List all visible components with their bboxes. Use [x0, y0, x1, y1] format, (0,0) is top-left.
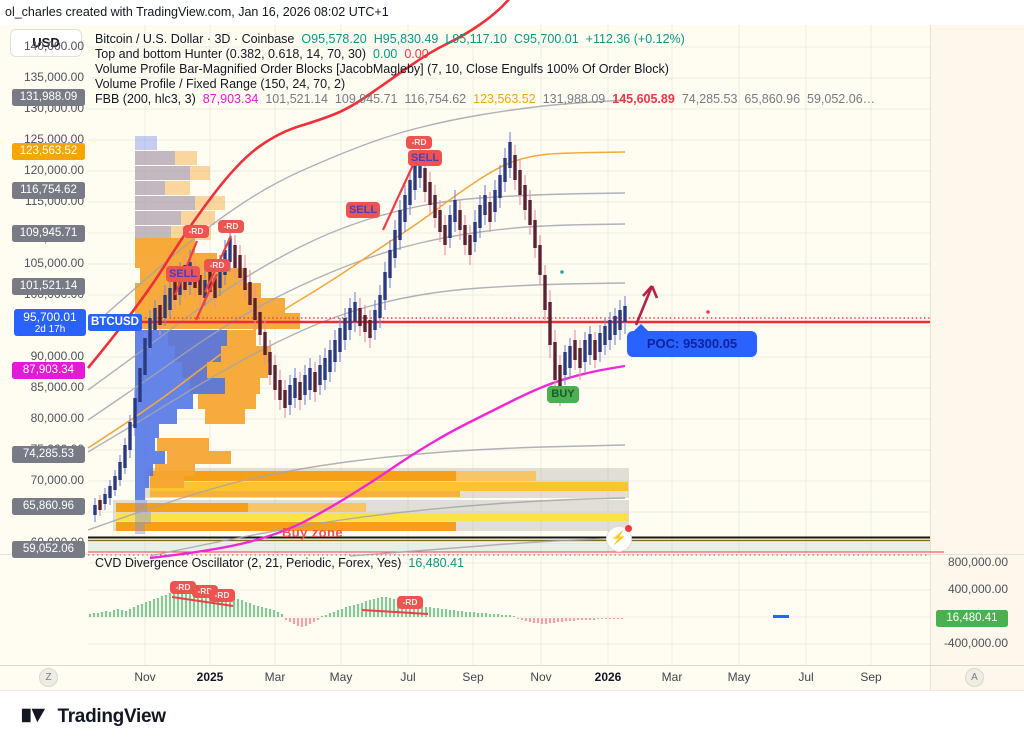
time-axis-label[interactable]: May [727, 670, 751, 684]
footer-background [0, 690, 1024, 743]
legend-text: H95,830.49 [373, 32, 439, 46]
legend-text: 74,285.53 [681, 92, 738, 106]
rd-marker: -RD [183, 225, 209, 238]
price-axis-badge: 59,052.06 [12, 540, 85, 558]
legend-text: 123,563.52 [473, 92, 536, 106]
legend-row: Top and bottom Hunter (0.382, 0.618, 14,… [95, 47, 436, 61]
osc-value-badge: 16,480.41 [936, 609, 1008, 627]
legend-text: 0.00 [404, 47, 429, 61]
price-axis-label: 140,000.00 [23, 39, 84, 53]
legend-text: 145,605.89 [612, 92, 675, 106]
price-axis-label: 85,000.00 [30, 380, 84, 394]
price-axis-badge: 87,903.34 [12, 361, 85, 379]
osc-rd-marker: -RD [209, 589, 235, 602]
price-axis-label: 120,000.00 [23, 163, 84, 177]
legend-text: 116,754.62 [404, 92, 467, 106]
legend-text: 16,480.41 [408, 556, 464, 570]
time-axis-label[interactable]: Nov [134, 670, 156, 684]
price-axis-badge: 116,754.62 [12, 181, 85, 199]
osc-axis-label: 400,000.00 [947, 582, 1008, 596]
price-axis-badge: 123,563.52 [12, 142, 85, 160]
notification-dot [625, 525, 632, 532]
legend-text: +112.36 (+0.12%) [585, 32, 685, 46]
time-axis-label[interactable]: Mar [264, 670, 286, 684]
rd-marker: -RD [406, 136, 432, 149]
time-axis-label[interactable]: 2026 [594, 670, 622, 684]
time-axis-label[interactable]: May [329, 670, 353, 684]
price-axis-label: 135,000.00 [23, 70, 84, 84]
time-axis-label[interactable]: Sep [860, 670, 882, 684]
legend-text: Volume Profile Bar-Magnified Order Block… [95, 62, 669, 76]
legend-text: 87,903.34 [202, 92, 259, 106]
timeaxis-separator [0, 665, 1024, 666]
legend-text: CVD Divergence Oscillator (2, 21, Period… [95, 556, 402, 570]
osc-axis-label: 800,000.00 [947, 555, 1008, 569]
time-axis-label[interactable]: Mar [661, 670, 683, 684]
legend-text: Top and bottom Hunter (0.382, 0.618, 14,… [95, 47, 367, 61]
price-axis-badge: 109,945.71 [12, 224, 85, 242]
price-axis-label: 90,000.00 [30, 349, 84, 363]
legend-text: Bitcoin / U.S. Dollar · 3D · Coinbase [95, 32, 295, 46]
legend-text: FBB (200, hlc3, 3) [95, 92, 196, 106]
sell-marker: SELL [346, 202, 380, 218]
time-axis-label[interactable]: Sep [462, 670, 484, 684]
attribution-text: ol_charles created with TradingView.com,… [5, 5, 389, 19]
legend-text: 101,521.14 [265, 92, 328, 106]
osc-rd-marker: -RD [397, 596, 423, 609]
tradingview-logo-icon [20, 701, 47, 733]
timezone-button[interactable]: Z [39, 668, 58, 687]
buy-zone-label: Buy zone [282, 525, 343, 540]
legend-text: Volume Profile / Fixed Range (150, 24, 7… [95, 77, 346, 91]
brand-name: TradingView [57, 706, 166, 727]
rd-marker: -RD [218, 220, 244, 233]
sell-marker: SELL [408, 150, 442, 166]
symbol-price-label: BTCUSD [88, 313, 142, 331]
legend-text: O95,578.20 [301, 32, 367, 46]
legend-text: 65,860.96 [744, 92, 801, 106]
legend-text: C95,700.01 [514, 32, 579, 46]
time-axis-label[interactable]: Jul [798, 670, 814, 684]
legend-text: 109,945.71 [334, 92, 398, 106]
legend-text: 59,052.06… [807, 92, 876, 106]
poc-callout: POC: 95300.05 [627, 323, 757, 357]
current-price: 95,700.01 [23, 310, 77, 324]
panel-separator [0, 554, 1024, 555]
price-axis-badge: 74,285.53 [12, 445, 85, 463]
price-axis-badge: 65,860.96 [12, 497, 85, 515]
legend-row: Bitcoin / U.S. Dollar · 3D · Coinbase O95… [95, 32, 692, 46]
legend-row: Volume Profile / Fixed Range (150, 24, 7… [95, 77, 352, 91]
legend-row: Volume Profile Bar-Magnified Order Block… [95, 62, 676, 76]
currency-button[interactable]: USD [10, 29, 82, 57]
legend-row: CVD Divergence Oscillator (2, 21, Period… [95, 556, 471, 570]
chart-background [0, 25, 1024, 690]
price-axis-badge: 131,988.09 [12, 88, 85, 106]
adjust-button[interactable]: A [965, 668, 984, 687]
price-axis-badge: 101,521.14 [12, 277, 85, 295]
price-axis-label: 105,000.00 [23, 256, 84, 270]
time-axis-label[interactable]: Jul [400, 670, 416, 684]
rd-marker: -RD [204, 259, 230, 272]
osc-axis-label: -400,000.00 [943, 636, 1008, 650]
price-axis-label: 70,000.00 [30, 473, 84, 487]
legend-text: L95,117.10 [445, 32, 508, 46]
tradingview-logo[interactable]: TradingView [20, 701, 240, 731]
buy-marker: BUY [547, 386, 579, 403]
current-price-badge: 95,700.01 2d 17h [14, 309, 86, 336]
time-axis-label[interactable]: 2025 [196, 670, 224, 684]
flash-icon[interactable]: ⚡ [606, 525, 632, 552]
bar-countdown: 2d 17h [34, 324, 66, 335]
legend-text: 0.00 [373, 47, 398, 61]
time-axis-label[interactable]: Nov [530, 670, 552, 684]
sell-marker: SELL [166, 266, 200, 282]
legend-row: FBB (200, hlc3, 3) 87,903.34 101,521.14 109… [95, 92, 882, 106]
right-axis-gutter [930, 25, 1024, 690]
legend-text: 131,988.09 [542, 92, 606, 106]
price-axis-label: 80,000.00 [30, 411, 84, 425]
